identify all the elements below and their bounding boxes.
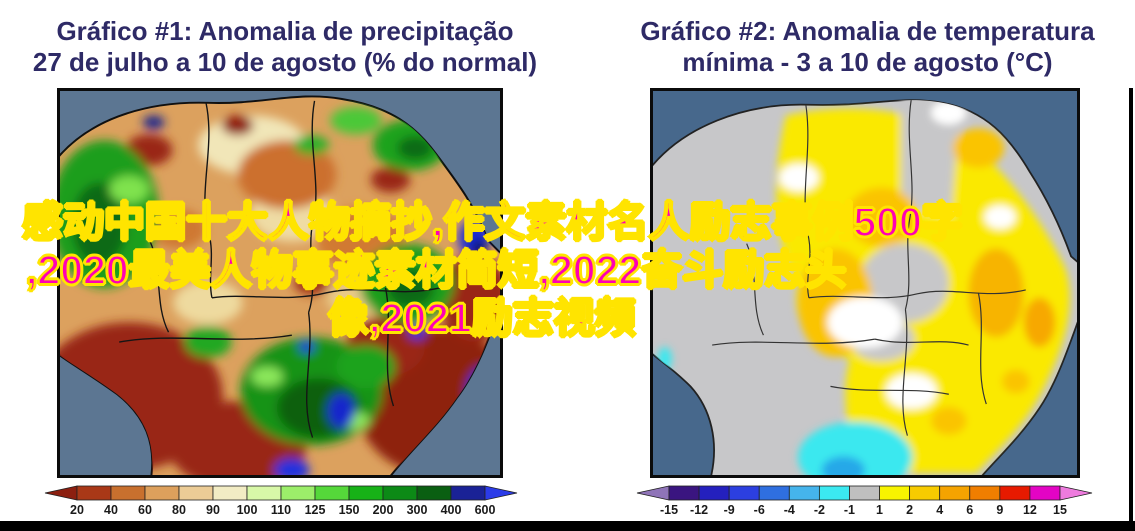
colorbar-segment bbox=[348, 485, 384, 501]
state-borders-right bbox=[712, 100, 1026, 436]
colorbar-segment bbox=[939, 485, 971, 501]
colorbar-tick-label: 2 bbox=[906, 503, 913, 517]
colorbar-segment bbox=[280, 485, 316, 501]
chart1-title: Gráfico #1: Anomalia de precipitação 27 … bbox=[15, 16, 555, 78]
colorbar-tick-label: -12 bbox=[690, 503, 708, 517]
precipitation-anomaly-map bbox=[57, 88, 503, 478]
overlay-text-line1: 感动中国十大人物摘抄,作文素材名人励志事例500字 bbox=[21, 199, 964, 245]
colorbar-tick-label: 60 bbox=[138, 503, 152, 517]
chart1-title-line2: 27 de julho a 10 de agosto (% do normal) bbox=[32, 47, 538, 77]
colorbar-segment bbox=[212, 485, 248, 501]
colorbar-tick-label: 4 bbox=[936, 503, 943, 517]
colorbar-segment bbox=[144, 485, 180, 501]
colorbar-tick-label: 1 bbox=[876, 503, 883, 517]
colorbar-svg: 20 40 60 80 90 100 110 125 150 200 300 400 600 bbox=[44, 485, 518, 517]
colorbar-tick-label: 110 bbox=[271, 503, 291, 517]
colorbar-svg: -15 -12 -9 -6 -4 -2 -1 1 2 4 6 9 12 15 bbox=[636, 485, 1093, 517]
colorbar-segment bbox=[698, 485, 730, 501]
colorbar-tick-label: 40 bbox=[104, 503, 118, 517]
colorbar-tick-label: 15 bbox=[1053, 503, 1067, 517]
colorbar-segment bbox=[969, 485, 1001, 501]
colorbar-segment bbox=[1029, 485, 1061, 501]
chart1-title-line1: Gráfico #1: Anomalia de precipitação bbox=[56, 16, 514, 46]
colorbar-tick-label: 6 bbox=[966, 503, 973, 517]
temperature-colorbar: -15 -12 -9 -6 -4 -2 -1 1 2 4 6 9 12 15 bbox=[636, 485, 1093, 518]
colorbar-segment bbox=[879, 485, 911, 501]
colorbar-segment bbox=[758, 485, 790, 501]
colorbar-arrow-right bbox=[1059, 485, 1093, 501]
colorbar-segment bbox=[818, 485, 850, 501]
colorbar-tick-label: 300 bbox=[407, 503, 428, 517]
colorbar-tick-label: 600 bbox=[475, 503, 496, 517]
state-borders-left bbox=[119, 100, 440, 438]
colorbar-segment bbox=[178, 485, 214, 501]
precipitation-shading bbox=[60, 100, 500, 475]
colorbar-segment bbox=[668, 485, 700, 501]
colorbar-segment bbox=[382, 485, 418, 501]
precipitation-map-svg bbox=[60, 91, 500, 475]
temperature-anomaly-map bbox=[650, 88, 1080, 478]
colorbar-tick-label: -2 bbox=[814, 503, 825, 517]
colorbar-segment bbox=[728, 485, 760, 501]
colorbar-tick-label: 12 bbox=[1023, 503, 1037, 517]
chart2-title-line1: Gráfico #2: Anomalia de temperatura bbox=[640, 16, 1095, 46]
colorbar-segment bbox=[314, 485, 350, 501]
colorbar-segment bbox=[999, 485, 1031, 501]
colorbar-segment bbox=[110, 485, 146, 501]
right-black-line bbox=[1129, 88, 1133, 521]
colorbar-tick-label: -4 bbox=[784, 503, 795, 517]
colorbar-segment bbox=[76, 485, 112, 501]
colorbar-segment bbox=[909, 485, 941, 501]
bottom-black-bar bbox=[0, 521, 1135, 531]
colorbar-tick-label: -6 bbox=[754, 503, 765, 517]
colorbar-tick-label: 400 bbox=[441, 503, 462, 517]
chart2-title: Gráfico #2: Anomalia de temperatura míni… bbox=[615, 16, 1120, 78]
colorbar-tick-label: -1 bbox=[844, 503, 855, 517]
colorbar-segment bbox=[450, 485, 486, 501]
colorbar-tick-label: 150 bbox=[339, 503, 360, 517]
colorbar-tick-label: 20 bbox=[70, 503, 84, 517]
colorbar-arrow-right bbox=[484, 485, 518, 501]
overlay-text-line3: 像,2021励志视频 bbox=[327, 295, 637, 341]
colorbar-tick-label: 90 bbox=[206, 503, 220, 517]
colorbar-arrow-left bbox=[44, 485, 78, 501]
colorbar-segment bbox=[788, 485, 820, 501]
colorbar-segment bbox=[416, 485, 452, 501]
colorbar-tick-label: 80 bbox=[172, 503, 186, 517]
colorbar-tick-label: 9 bbox=[996, 503, 1003, 517]
colorbar-tick-label: 125 bbox=[305, 503, 326, 517]
colorbar-tick-label: 100 bbox=[237, 503, 258, 517]
colorbar-segment bbox=[246, 485, 282, 501]
colorbar-tick-label: -15 bbox=[660, 503, 678, 517]
temperature-shading bbox=[657, 100, 1070, 475]
colorbar-arrow-left bbox=[636, 485, 670, 501]
chart2-title-line2: mínima - 3 a 10 de agosto (°C) bbox=[682, 47, 1053, 77]
colorbar-segment bbox=[849, 485, 880, 501]
colorbar-tick-label: -9 bbox=[724, 503, 735, 517]
colorbar-tick-label: 200 bbox=[373, 503, 394, 517]
overlay-text-line2: ,2020最美人物事迹素材简短,2022奋斗励志头 bbox=[25, 247, 847, 293]
temperature-map-svg bbox=[653, 91, 1077, 475]
precipitation-colorbar: 20 40 60 80 90 100 110 125 150 200 300 400 600 bbox=[44, 485, 518, 518]
